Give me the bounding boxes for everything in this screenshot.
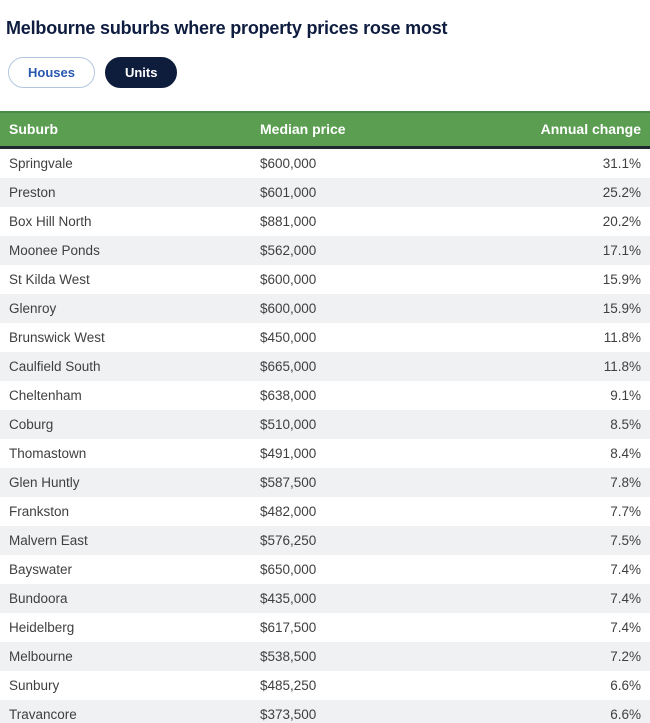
median-price-cell: $538,500 <box>260 649 317 665</box>
annual-change-cell: 25.2% <box>602 185 641 201</box>
median-price-cell: $510,000 <box>260 417 317 433</box>
annual-change-cell: 8.4% <box>610 446 641 462</box>
median-price-cell: $373,500 <box>260 707 317 723</box>
annual-change-cell: 20.2% <box>602 214 641 230</box>
median-price-cell: $485,250 <box>260 678 317 694</box>
suburb-cell: Malvern East <box>9 533 88 549</box>
suburb-cell: St Kilda West <box>9 272 90 288</box>
suburb-cell: Preston <box>9 185 56 201</box>
median-price-cell: $650,000 <box>260 562 317 578</box>
median-price-cell: $600,000 <box>260 301 317 317</box>
annual-change-cell: 7.5% <box>610 533 641 549</box>
table-body: Springvale $600,000 31.1% Preston $601,0… <box>0 148 650 723</box>
table-row: Bundoora $435,000 7.4% <box>0 584 650 614</box>
suburb-cell: Thomastown <box>9 446 87 462</box>
annual-change-cell: 7.2% <box>610 649 641 665</box>
table-row: Cheltenham $638,000 9.1% <box>0 381 650 410</box>
table-row: Moonee Ponds $562,000 17.1% <box>0 236 650 266</box>
annual-change-cell: 7.4% <box>610 562 641 578</box>
tab-units[interactable]: Units <box>104 57 178 89</box>
suburb-cell: Travancore <box>9 707 77 723</box>
annual-change-cell: 11.8% <box>603 330 641 346</box>
annual-change-cell: 6.6% <box>610 707 641 723</box>
suburb-cell: Sunbury <box>9 678 60 694</box>
median-price-cell: $601,000 <box>260 185 317 201</box>
suburb-cell: Frankston <box>9 504 70 520</box>
median-price-cell: $600,000 <box>260 272 317 288</box>
table-row: Coburg $510,000 8.5% <box>0 410 650 440</box>
suburb-cell: Brunswick West <box>9 330 105 346</box>
suburb-cell: Coburg <box>9 417 54 433</box>
table-row: Springvale $600,000 31.1% <box>0 148 650 179</box>
median-price-cell: $576,250 <box>260 533 317 549</box>
column-header-annual-change: Annual change <box>501 111 650 150</box>
annual-change-cell: 7.8% <box>610 475 641 491</box>
table-row: Brunswick West $450,000 11.8% <box>0 323 650 352</box>
suburb-cell: Caulfield South <box>9 359 101 375</box>
table-row: Preston $601,000 25.2% <box>0 178 650 208</box>
median-price-cell: $617,500 <box>260 620 317 636</box>
table-row: Glen Huntly $587,500 7.8% <box>0 468 650 498</box>
annual-change-cell: 17.1% <box>602 243 641 259</box>
median-price-cell: $482,000 <box>260 504 317 520</box>
median-price-cell: $665,000 <box>260 359 317 375</box>
table-row: Frankston $482,000 7.7% <box>0 497 650 526</box>
annual-change-cell: 9.1% <box>610 388 641 404</box>
median-price-cell: $562,000 <box>260 243 317 259</box>
page-title: Melbourne suburbs where property prices … <box>6 18 448 39</box>
suburb-cell: Springvale <box>9 156 73 172</box>
tab-bar: Houses Units <box>8 57 650 89</box>
table-row: Glenroy $600,000 15.9% <box>0 294 650 324</box>
annual-change-cell: 31.1% <box>602 156 641 172</box>
median-price-cell: $491,000 <box>260 446 317 462</box>
table-row: Melbourne $538,500 7.2% <box>0 642 650 672</box>
table-row: Box Hill North $881,000 20.2% <box>0 207 650 236</box>
median-price-cell: $600,000 <box>260 156 317 172</box>
tab-houses[interactable]: Houses <box>8 57 95 89</box>
suburb-cell: Glenroy <box>9 301 57 317</box>
suburbs-table: Suburb Median price Annual change Spring… <box>0 111 650 723</box>
table-row: Sunbury $485,250 6.6% <box>0 671 650 700</box>
median-price-cell: $435,000 <box>260 591 317 607</box>
suburb-cell: Cheltenham <box>9 388 82 404</box>
table-header: Suburb Median price Annual change <box>0 111 650 150</box>
column-header-suburb: Suburb <box>0 111 251 150</box>
median-price-cell: $638,000 <box>260 388 317 404</box>
annual-change-cell: 6.6% <box>610 678 641 694</box>
annual-change-cell: 15.9% <box>602 301 641 317</box>
table-row: Bayswater $650,000 7.4% <box>0 555 650 584</box>
table-row: Travancore $373,500 6.6% <box>0 700 650 723</box>
suburb-cell: Bundoora <box>9 591 68 607</box>
column-header-median-price: Median price <box>251 111 501 150</box>
suburb-cell: Glen Huntly <box>9 475 80 491</box>
table-row: Malvern East $576,250 7.5% <box>0 526 650 556</box>
table-row: St Kilda West $600,000 15.9% <box>0 265 650 294</box>
suburb-cell: Heidelberg <box>9 620 75 636</box>
suburb-cell: Bayswater <box>9 562 73 578</box>
annual-change-cell: 11.8% <box>603 359 641 375</box>
annual-change-cell: 7.4% <box>610 591 641 607</box>
table-row: Thomastown $491,000 8.4% <box>0 439 650 468</box>
median-price-cell: $450,000 <box>260 330 317 346</box>
median-price-cell: $881,000 <box>260 214 317 230</box>
annual-change-cell: 7.4% <box>610 620 641 636</box>
table-row: Heidelberg $617,500 7.4% <box>0 613 650 642</box>
annual-change-cell: 8.5% <box>610 417 641 433</box>
annual-change-cell: 15.9% <box>602 272 641 288</box>
annual-change-cell: 7.7% <box>610 504 641 520</box>
table-row: Caulfield South $665,000 11.8% <box>0 352 650 382</box>
median-price-cell: $587,500 <box>260 475 317 491</box>
suburb-cell: Melbourne <box>9 649 73 665</box>
suburb-cell: Box Hill North <box>9 214 92 230</box>
suburb-cell: Moonee Ponds <box>9 243 100 259</box>
